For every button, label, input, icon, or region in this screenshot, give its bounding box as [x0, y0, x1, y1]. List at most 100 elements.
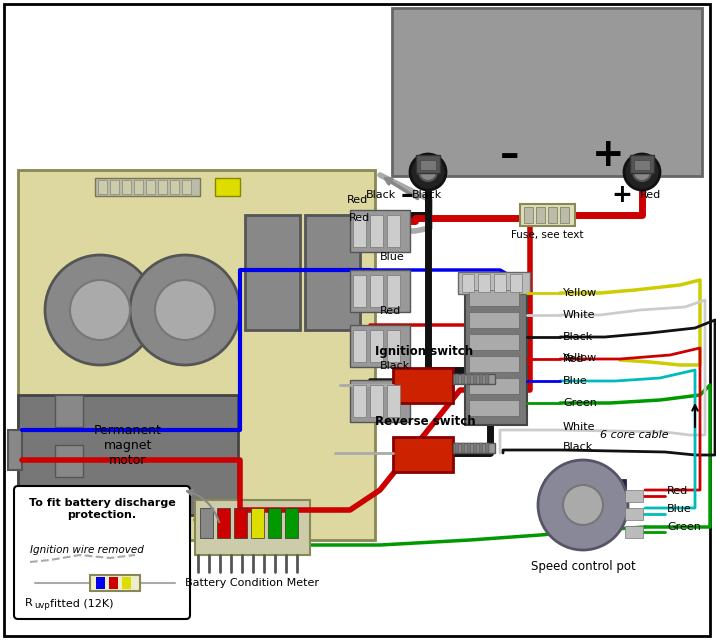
Bar	[251, 508, 264, 538]
Bar	[467, 443, 471, 453]
Text: Black: Black	[563, 332, 594, 342]
Bar	[467, 374, 471, 384]
Bar	[370, 215, 383, 247]
Text: +: +	[591, 136, 624, 174]
Bar	[387, 330, 400, 362]
Bar	[370, 385, 383, 417]
Bar	[98, 180, 107, 194]
Bar	[268, 508, 281, 538]
Bar	[485, 443, 489, 453]
Bar	[416, 155, 440, 173]
Text: Black: Black	[412, 190, 442, 200]
Text: Yellow: Yellow	[563, 288, 597, 298]
Text: +: +	[611, 183, 632, 207]
Bar	[234, 508, 247, 538]
Text: Red: Red	[640, 190, 662, 200]
Bar	[453, 443, 495, 453]
Text: uvp: uvp	[34, 601, 49, 610]
Bar	[494, 274, 506, 292]
Text: Black: Black	[563, 442, 594, 452]
Bar	[55, 445, 83, 477]
Text: Red: Red	[380, 306, 401, 316]
Text: –: –	[500, 136, 520, 174]
Bar	[420, 160, 436, 170]
Circle shape	[633, 163, 651, 181]
Bar	[469, 312, 519, 328]
Bar	[353, 215, 366, 247]
Circle shape	[624, 154, 660, 190]
Text: Blue: Blue	[380, 252, 405, 262]
Text: Ignition switch: Ignition switch	[375, 345, 473, 358]
Bar	[453, 374, 495, 384]
Text: Reverse switch: Reverse switch	[375, 415, 475, 428]
Bar	[469, 356, 519, 372]
Circle shape	[70, 280, 130, 340]
Bar	[96, 577, 105, 589]
Bar	[370, 330, 383, 362]
Bar	[469, 400, 519, 416]
Text: Yellow: Yellow	[563, 353, 597, 363]
Bar	[146, 180, 155, 194]
Bar	[130, 495, 165, 515]
Bar	[392, 8, 702, 176]
Bar	[134, 180, 143, 194]
Bar	[461, 443, 465, 453]
Text: Black: Black	[366, 190, 396, 200]
Bar	[90, 575, 140, 591]
Text: Red: Red	[563, 354, 584, 364]
FancyBboxPatch shape	[14, 486, 190, 619]
Bar	[109, 577, 118, 589]
Text: To fit battery discharge
protection.: To fit battery discharge protection.	[29, 498, 175, 519]
Bar	[285, 508, 298, 538]
Text: Permanent
magnet
motor: Permanent magnet motor	[94, 424, 162, 467]
Text: Black: Black	[380, 361, 410, 371]
Bar	[200, 508, 213, 538]
Bar	[469, 378, 519, 394]
Bar	[350, 210, 410, 252]
Bar	[350, 325, 410, 367]
Bar	[625, 526, 643, 538]
Bar	[469, 334, 519, 350]
Bar	[461, 374, 465, 384]
Bar	[548, 207, 557, 223]
Text: Green: Green	[563, 398, 597, 408]
Bar	[458, 272, 530, 294]
Circle shape	[563, 485, 603, 525]
Text: Red: Red	[667, 486, 688, 496]
Bar	[217, 508, 230, 538]
Bar	[122, 180, 131, 194]
Bar	[455, 443, 459, 453]
Bar	[387, 215, 400, 247]
Bar	[215, 178, 240, 196]
Bar	[545, 480, 625, 500]
Text: –: –	[401, 183, 413, 207]
Bar	[182, 180, 191, 194]
Bar	[455, 374, 459, 384]
Text: White: White	[563, 422, 596, 432]
Bar	[465, 285, 527, 425]
Bar	[353, 330, 366, 362]
Text: 6 core cable: 6 core cable	[600, 430, 669, 440]
Bar	[520, 204, 575, 226]
Text: Speed control pot: Speed control pot	[531, 560, 635, 573]
Text: Blue: Blue	[667, 504, 692, 514]
Bar	[55, 395, 83, 427]
Bar	[625, 490, 643, 502]
Bar	[630, 155, 654, 173]
Bar	[350, 270, 410, 312]
Bar	[524, 207, 533, 223]
Bar	[473, 374, 477, 384]
Bar	[479, 374, 483, 384]
Bar	[478, 274, 490, 292]
Circle shape	[45, 255, 155, 365]
Bar	[110, 180, 119, 194]
Bar	[387, 275, 400, 307]
Bar	[170, 180, 179, 194]
Bar	[245, 215, 300, 330]
Bar	[122, 577, 131, 589]
Bar	[625, 508, 643, 520]
Bar	[18, 170, 375, 540]
Bar	[469, 290, 519, 306]
Bar	[634, 160, 650, 170]
Bar	[350, 380, 410, 422]
